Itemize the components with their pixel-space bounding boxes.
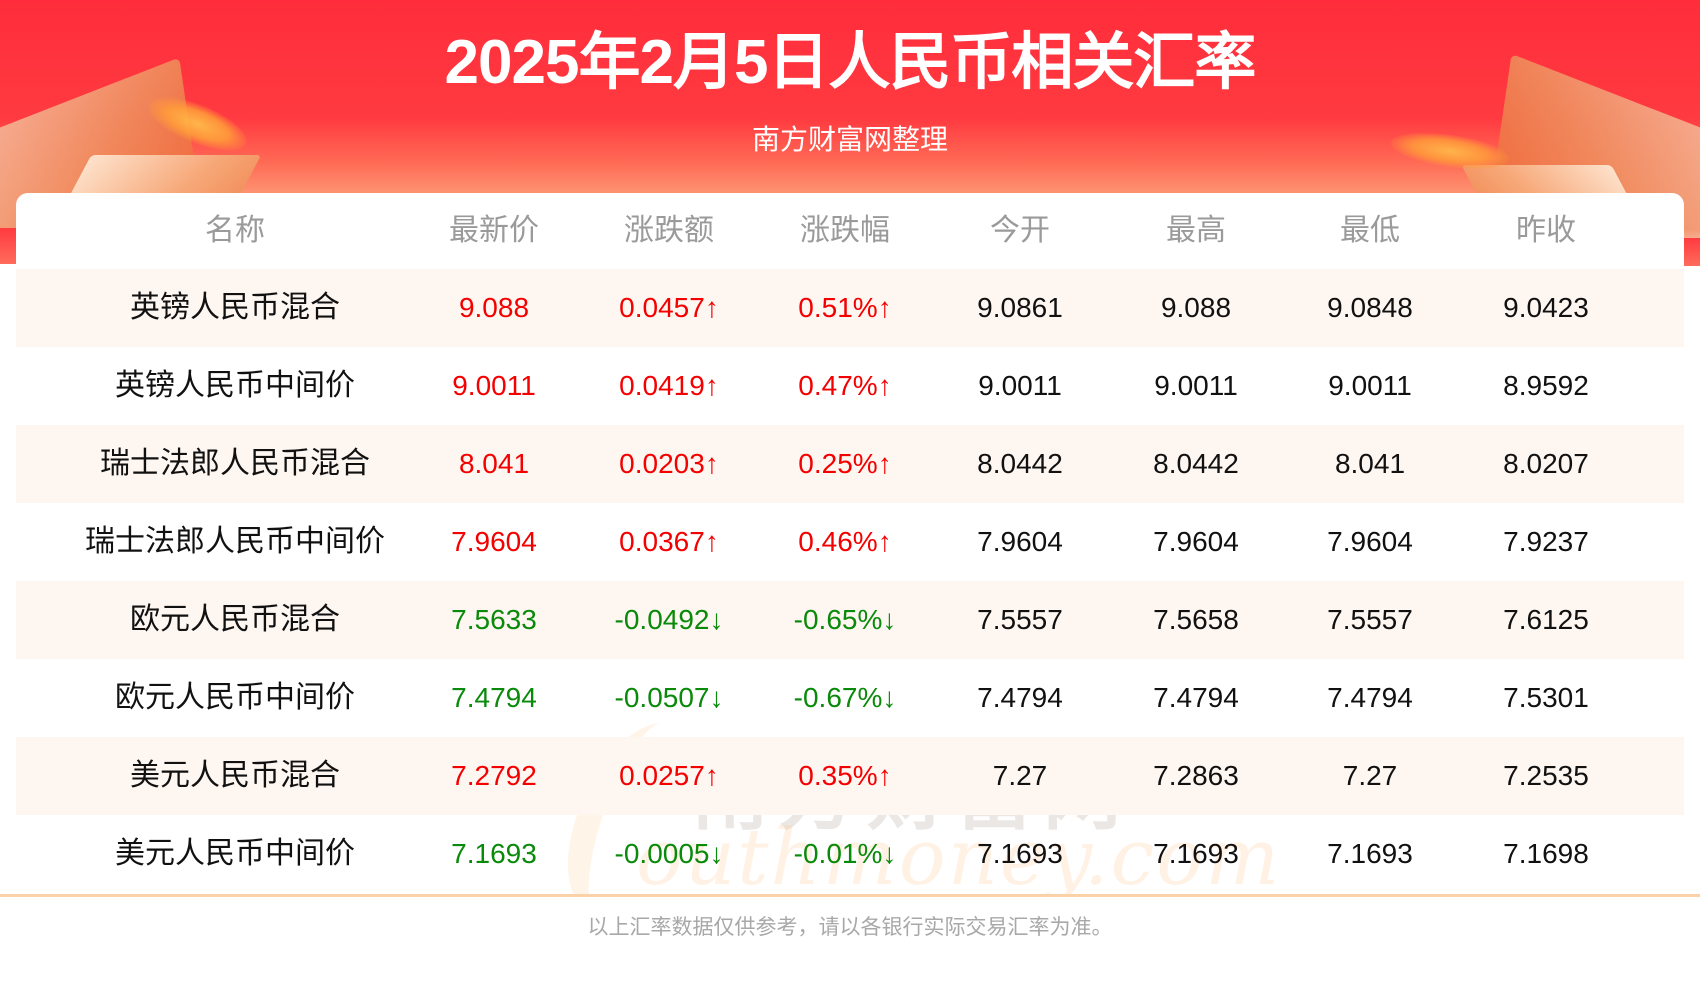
low-price: 7.9604: [1327, 526, 1413, 557]
column-header-low: 最低: [1340, 214, 1400, 247]
side-accent-right: [1682, 238, 1700, 266]
prev-close: 8.0207: [1503, 448, 1589, 479]
change-amount: 0.0257↑: [619, 760, 719, 791]
high-price: 7.5658: [1153, 604, 1239, 635]
open-price: 9.0861: [977, 292, 1063, 323]
open-price: 9.0011: [978, 370, 1062, 401]
currency-name: 瑞士法郎人民币混合: [100, 447, 370, 480]
low-price: 9.0848: [1327, 292, 1413, 323]
currency-name: 欧元人民币混合: [130, 603, 340, 636]
exchange-rate-table: 名称 最新价 涨跌额 涨跌幅 今开 最高 最低 昨收 南方财富网 outhmon…: [16, 193, 1684, 895]
change-amount: 0.0367↑: [619, 526, 719, 557]
open-price: 7.1693: [977, 838, 1063, 869]
low-price: 8.041: [1334, 448, 1406, 479]
latest-price: 7.5633: [451, 604, 537, 635]
table-bottom-divider: [0, 894, 1700, 897]
latest-price: 7.1693: [451, 838, 537, 869]
prev-close: 8.9592: [1503, 370, 1589, 401]
change-percent: 0.25%↑: [798, 448, 892, 479]
page-subtitle: 南方财富网整理: [751, 124, 948, 155]
table-row: 欧元人民币混合 7.5633 -0.0492↓ -0.65%↓ 7.5557 7…: [16, 581, 1684, 659]
low-price: 7.5557: [1327, 604, 1413, 635]
change-percent: -0.01%↓: [793, 838, 897, 869]
currency-name: 美元人民币中间价: [115, 837, 355, 870]
disclaimer-note: 以上汇率数据仅供参考，请以各银行实际交易汇率为准。: [587, 916, 1113, 939]
table-row: 英镑人民币混合 9.088 0.0457↑ 0.51%↑ 9.0861 9.08…: [16, 269, 1684, 347]
change-amount: -0.0507↓: [614, 682, 724, 713]
prev-close: 9.0423: [1503, 292, 1589, 323]
latest-price: 7.4794: [451, 682, 537, 713]
change-percent: 0.47%↑: [798, 370, 892, 401]
column-header-name: 名称: [205, 214, 265, 247]
latest-price: 9.088: [458, 292, 530, 323]
column-header-open: 今开: [990, 214, 1050, 247]
change-percent: 0.51%↑: [798, 292, 892, 323]
prev-close: 7.2535: [1503, 760, 1589, 791]
currency-name: 英镑人民币中间价: [115, 369, 355, 402]
prev-close: 7.6125: [1503, 604, 1589, 635]
change-amount: -0.0492↓: [614, 604, 724, 635]
column-header-latest: 最新价: [449, 214, 539, 247]
table-row: 美元人民币中间价 7.1693 -0.0005↓ -0.01%↓ 7.1693 …: [16, 815, 1684, 893]
high-price: 9.0011: [1154, 370, 1238, 401]
change-percent: -0.67%↓: [793, 682, 897, 713]
open-price: 7.5557: [977, 604, 1063, 635]
currency-name: 英镑人民币混合: [130, 291, 340, 324]
high-price: 7.9604: [1153, 526, 1239, 557]
latest-price: 7.9604: [451, 526, 537, 557]
latest-price: 9.0011: [452, 370, 536, 401]
change-amount: 0.0457↑: [619, 292, 719, 323]
currency-name: 欧元人民币中间价: [115, 681, 355, 714]
low-price: 7.27: [1342, 760, 1398, 791]
change-amount: -0.0005↓: [614, 838, 724, 869]
high-price: 7.2863: [1153, 760, 1239, 791]
column-header-change-pct: 涨跌幅: [800, 214, 890, 247]
currency-name: 瑞士法郎人民币中间价: [85, 525, 385, 558]
open-price: 8.0442: [977, 448, 1063, 479]
change-amount: 0.0419↑: [619, 370, 719, 401]
open-price: 7.4794: [977, 682, 1063, 713]
table-row: 美元人民币混合 7.2792 0.0257↑ 0.35%↑ 7.27 7.286…: [16, 737, 1684, 815]
high-price: 9.088: [1160, 292, 1232, 323]
high-price: 7.4794: [1153, 682, 1239, 713]
open-price: 7.27: [992, 760, 1048, 791]
side-accent-left: [0, 228, 20, 264]
high-price: 8.0442: [1153, 448, 1239, 479]
low-price: 7.4794: [1327, 682, 1413, 713]
column-header-change: 涨跌额: [624, 214, 714, 247]
change-percent: 0.35%↑: [798, 760, 892, 791]
column-header-high: 最高: [1166, 214, 1226, 247]
low-price: 9.0011: [1328, 370, 1412, 401]
open-price: 7.9604: [977, 526, 1063, 557]
latest-price: 7.2792: [451, 760, 537, 791]
change-percent: 0.46%↑: [798, 526, 892, 557]
change-percent: -0.65%↓: [793, 604, 897, 635]
prev-close: 7.5301: [1503, 682, 1589, 713]
table-row: 欧元人民币中间价 7.4794 -0.0507↓ -0.67%↓ 7.4794 …: [16, 659, 1684, 737]
currency-name: 美元人民币混合: [130, 759, 340, 792]
table-row: 瑞士法郎人民币中间价 7.9604 0.0367↑ 0.46%↑ 7.9604 …: [16, 503, 1684, 581]
page-title: 2025年2月5日人民币相关汇率: [444, 28, 1257, 97]
table-row: 瑞士法郎人民币混合 8.041 0.0203↑ 0.25%↑ 8.0442 8.…: [16, 425, 1684, 503]
change-amount: 0.0203↑: [619, 448, 719, 479]
prev-close: 7.1698: [1503, 838, 1589, 869]
low-price: 7.1693: [1327, 838, 1413, 869]
latest-price: 8.041: [458, 448, 530, 479]
high-price: 7.1693: [1153, 838, 1239, 869]
table-header-row: 名称 最新价 涨跌额 涨跌幅 今开 最高 最低 昨收: [16, 193, 1684, 269]
prev-close: 7.9237: [1503, 526, 1589, 557]
table-row: 英镑人民币中间价 9.0011 0.0419↑ 0.47%↑ 9.0011 9.…: [16, 347, 1684, 425]
column-header-prev-close: 昨收: [1516, 214, 1576, 247]
